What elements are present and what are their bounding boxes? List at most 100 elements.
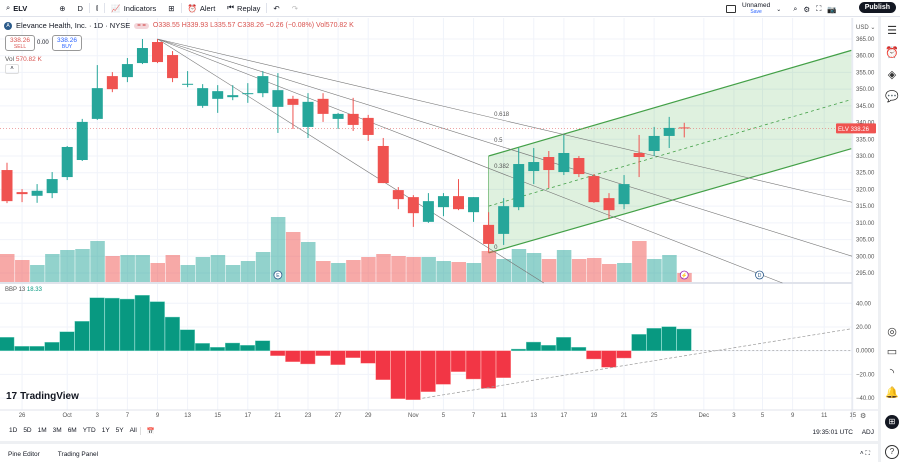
apps-grid-icon[interactable]: ⊞ [885, 415, 899, 429]
sell-button[interactable]: 338.26 SELL [5, 35, 35, 51]
bbp-bar [526, 341, 542, 351]
settings-icon[interactable]: ⚙ [803, 4, 811, 14]
calendar-icon[interactable]: ▭ [886, 346, 898, 358]
bbp-bar [89, 297, 105, 351]
price-tick-label: 335.00 [856, 137, 875, 143]
volume-bar [301, 242, 316, 282]
fullscreen-icon[interactable]: ⛶ [816, 4, 822, 13]
event-marker-dividend-icon[interactable] [755, 270, 764, 280]
alerts-clock-icon[interactable]: ⏰ [885, 47, 899, 59]
undo-button[interactable]: ↶ [267, 0, 285, 17]
signal-icon[interactable]: ◝ [889, 367, 895, 379]
price-tick-label: 305.00 [856, 238, 875, 244]
event-marker-earnings-icon[interactable] [273, 270, 283, 280]
range-1m[interactable]: 1M [37, 427, 47, 434]
bbp-bar [270, 350, 286, 356]
bell-icon[interactable]: 🔔 [885, 387, 899, 399]
collapse-legend-button[interactable]: ˄ [5, 64, 19, 74]
alarm-icon: ⏰ [187, 3, 197, 13]
candle-body [377, 145, 389, 184]
volume-bar [0, 254, 15, 282]
spread-value: 0.00 [37, 40, 49, 46]
symbol-search[interactable]: ⌕ ELV [6, 3, 28, 13]
price-tick-label: 355.00 [856, 70, 875, 76]
watchlist-icon[interactable]: ☰ [887, 25, 897, 37]
candle-body [362, 117, 374, 135]
event-marker-split-icon[interactable] [679, 270, 689, 280]
layers-icon[interactable]: ◈ [887, 69, 897, 81]
bbp-bar [631, 334, 647, 351]
price-tick-label: 300.00 [856, 254, 875, 260]
candle-body [678, 127, 690, 129]
time-tick-label: 13 [530, 413, 537, 419]
candle-body [106, 76, 118, 90]
time-tick-label: Nov [408, 413, 419, 419]
volume-bar [602, 264, 617, 282]
candle-body [91, 88, 103, 119]
range-3m[interactable]: 3M [52, 427, 62, 434]
bbp-bar [541, 345, 557, 351]
candle-body [182, 83, 194, 85]
templates-button[interactable]: ⊞ [162, 0, 180, 17]
alert-button[interactable]: ⏰ Alert [187, 3, 216, 13]
legend-toggle-button[interactable]: = = [134, 22, 149, 29]
layout-name-button[interactable]: Unnamed Save [742, 2, 771, 15]
layout-icon[interactable] [726, 5, 736, 13]
help-icon[interactable]: ? [885, 445, 899, 459]
chat-icon[interactable]: 💬 [885, 91, 899, 103]
volume-bar [586, 258, 602, 282]
bbp-bar [435, 350, 451, 385]
volume-bar [541, 259, 557, 282]
goto-date-icon[interactable]: 📅 [139, 426, 158, 435]
time-tick-label: 29 [365, 413, 372, 419]
range-1d[interactable]: 1D [9, 427, 18, 434]
bbp-bar [209, 347, 225, 351]
price-tick-label: 330.00 [856, 154, 875, 160]
volume-bar [135, 255, 150, 282]
camera-icon[interactable]: 📷 [827, 4, 837, 14]
tab-pine-editor[interactable]: Pine Editor [8, 450, 40, 458]
bbp-bar [586, 350, 602, 360]
range-ytd[interactable]: YTD [82, 427, 96, 434]
volume-bar [285, 232, 301, 282]
price-tick-label: 350.00 [856, 87, 875, 93]
range-5y[interactable]: 5Y [115, 427, 124, 434]
bbp-tick-label: −40.00 [856, 396, 875, 402]
add-symbol-button[interactable]: ⊕ [53, 0, 71, 17]
range-6m[interactable]: 6M [67, 427, 77, 434]
volume-bar [120, 255, 135, 282]
time-tick-label: 21 [621, 413, 628, 419]
indicators-button[interactable]: 📈 Indicators [111, 3, 157, 13]
adj-button[interactable]: ADJ [861, 429, 874, 436]
event-marker-label: D [758, 273, 762, 279]
volume-bar [60, 250, 75, 282]
range-all[interactable]: All [129, 427, 137, 434]
range-1y[interactable]: 1Y [101, 427, 110, 434]
range-5d[interactable]: 5D [23, 427, 32, 434]
chevron-down-icon[interactable]: ⌄ [776, 6, 782, 13]
currency-selector[interactable]: USD ⌄ [856, 25, 875, 31]
price-tick-label: 310.00 [856, 221, 875, 227]
target-icon[interactable]: ◎ [887, 326, 897, 338]
publish-button[interactable]: Publish [858, 2, 896, 13]
symbol-title: Elevance Health, Inc. · 1D · NYSE [16, 21, 131, 30]
buy-button[interactable]: 338.26 BUY [52, 35, 82, 51]
replay-button[interactable]: ⏮ Replay [227, 3, 261, 13]
redo-button[interactable]: ↷ [286, 0, 304, 17]
volume-bar [496, 259, 512, 282]
volume-bar [331, 263, 346, 282]
quick-search-icon[interactable]: ⌕ [793, 4, 798, 13]
tradingview-logo: 17 TradingView [6, 391, 79, 402]
volume-bar [617, 263, 632, 282]
chart-type-button[interactable]: ⫾ [90, 0, 104, 17]
candle-body [227, 95, 239, 98]
candle-body [76, 121, 88, 161]
chevron-up-icon[interactable]: ˄ ⛶ [859, 450, 870, 457]
bbp-legend: BBP 13 18.33 [5, 287, 42, 293]
candles-icon: ⫾ [95, 3, 99, 12]
interval-button[interactable]: D [77, 3, 83, 13]
tab-trading-panel[interactable]: Trading Panel [57, 450, 99, 458]
axis-settings-icon[interactable]: ⚙ [860, 412, 866, 420]
bbp-bar [194, 343, 210, 351]
